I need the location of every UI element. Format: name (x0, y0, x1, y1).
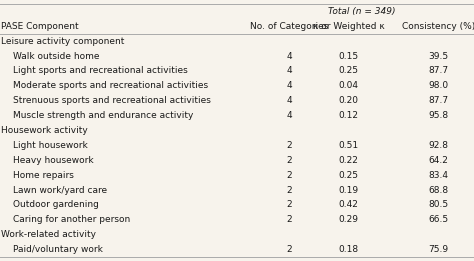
Text: Caring for another person: Caring for another person (13, 215, 130, 224)
Text: 0.15: 0.15 (338, 51, 358, 61)
Text: 2: 2 (286, 186, 292, 194)
Text: 2: 2 (286, 156, 292, 165)
Text: 4: 4 (286, 67, 292, 75)
Text: 2: 2 (286, 215, 292, 224)
Text: 0.51: 0.51 (338, 141, 358, 150)
Text: 2: 2 (286, 245, 292, 254)
Text: 92.8: 92.8 (428, 141, 448, 150)
Text: 68.8: 68.8 (428, 186, 448, 194)
Text: 64.2: 64.2 (428, 156, 448, 165)
Text: 2: 2 (286, 141, 292, 150)
Text: 0.12: 0.12 (338, 111, 358, 120)
Text: 95.8: 95.8 (428, 111, 448, 120)
Text: 4: 4 (286, 96, 292, 105)
Text: Paid/voluntary work: Paid/voluntary work (13, 245, 103, 254)
Text: 80.5: 80.5 (428, 200, 448, 210)
Text: Outdoor gardening: Outdoor gardening (13, 200, 99, 210)
Text: 2: 2 (286, 171, 292, 180)
Text: 0.18: 0.18 (338, 245, 358, 254)
Text: 0.20: 0.20 (338, 96, 358, 105)
Text: Strenuous sports and recreational activities: Strenuous sports and recreational activi… (13, 96, 211, 105)
Text: Walk outside home: Walk outside home (13, 51, 100, 61)
Text: 2: 2 (286, 200, 292, 210)
Text: 75.9: 75.9 (428, 245, 448, 254)
Text: 83.4: 83.4 (428, 171, 448, 180)
Text: 87.7: 87.7 (428, 96, 448, 105)
Text: 0.25: 0.25 (338, 67, 358, 75)
Text: 87.7: 87.7 (428, 67, 448, 75)
Text: No. of Categories: No. of Categories (250, 22, 328, 31)
Text: Muscle strength and endurance activity: Muscle strength and endurance activity (13, 111, 194, 120)
Text: Heavy housework: Heavy housework (13, 156, 94, 165)
Text: 66.5: 66.5 (428, 215, 448, 224)
Text: Leisure activity component: Leisure activity component (1, 37, 125, 46)
Text: Lawn work/yard care: Lawn work/yard care (13, 186, 108, 194)
Text: 0.22: 0.22 (338, 156, 358, 165)
Text: 0.42: 0.42 (338, 200, 358, 210)
Text: Consistency (%): Consistency (%) (402, 22, 474, 31)
Text: Housework activity: Housework activity (1, 126, 88, 135)
Text: PASE Component: PASE Component (1, 22, 79, 31)
Text: 0.29: 0.29 (338, 215, 358, 224)
Text: 4: 4 (286, 111, 292, 120)
Text: 4: 4 (286, 81, 292, 90)
Text: 0.04: 0.04 (338, 81, 358, 90)
Text: 98.0: 98.0 (428, 81, 448, 90)
Text: Home repairs: Home repairs (13, 171, 74, 180)
Text: Total (n = 349): Total (n = 349) (328, 7, 395, 16)
Text: 39.5: 39.5 (428, 51, 448, 61)
Text: κ or Weighted κ: κ or Weighted κ (312, 22, 384, 31)
Text: Light housework: Light housework (13, 141, 88, 150)
Text: 4: 4 (286, 51, 292, 61)
Text: Work-related activity: Work-related activity (1, 230, 96, 239)
Text: 0.19: 0.19 (338, 186, 358, 194)
Text: Moderate sports and recreational activities: Moderate sports and recreational activit… (13, 81, 209, 90)
Text: 0.25: 0.25 (338, 171, 358, 180)
Text: Light sports and recreational activities: Light sports and recreational activities (13, 67, 188, 75)
